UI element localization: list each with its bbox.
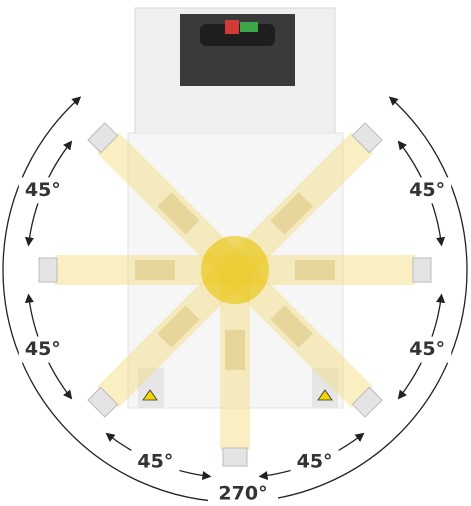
warning-sign [317,389,333,401]
step-label: 45° [137,451,173,473]
stop-button [225,20,239,34]
arm [235,255,432,285]
total-label: 270° [218,483,267,505]
arm-handle [87,386,119,418]
pivot [201,236,269,304]
step-label: 45° [25,338,61,360]
arm [224,259,383,418]
arm-block [270,305,313,348]
arm-block [295,260,335,280]
label-bg [18,177,67,204]
arm-handle [38,257,58,283]
green-button [240,22,258,32]
arm-handle [87,122,119,154]
label-bg [403,336,452,363]
arm-handle [222,447,248,467]
arm-block [135,260,175,280]
arm-block [157,192,200,235]
arm-block [270,192,313,235]
label-bg [290,449,339,476]
label-bg [18,336,67,363]
warning-sign [142,389,158,401]
leg-left [138,368,164,408]
arm-handle [351,122,383,154]
step-label: 45° [297,451,333,473]
arm-handle [351,386,383,418]
arm [87,259,246,418]
step-label: 45° [25,179,61,201]
arms [38,122,432,467]
label-bg [208,480,278,506]
arm-block [157,305,200,348]
label-bg [131,449,180,476]
arm-block [225,330,245,370]
arm [87,122,246,281]
step-label: 45° [409,179,445,201]
label-bg [403,177,452,204]
arm-handle [412,257,432,283]
arm [38,255,235,285]
labels: 45° 45° 45° 45° 45° 45° 270° [18,177,452,506]
leg-right [312,368,338,408]
step-label: 45° [409,338,445,360]
arm [224,122,383,281]
